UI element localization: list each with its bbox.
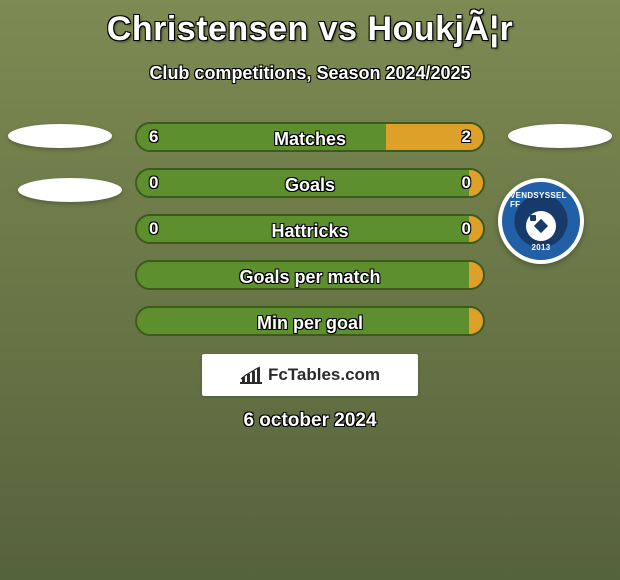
subtitle: Club competitions, Season 2024/2025: [0, 63, 620, 84]
date-label: 6 october 2024: [0, 410, 620, 432]
stat-bar: 62Matches: [135, 122, 485, 152]
club-logo-inner: VENDSYSSEL FF 2013: [510, 190, 572, 252]
bar-left: [137, 308, 469, 334]
club-logo-name: VENDSYSSEL FF: [510, 191, 572, 209]
page-title: Christensen vs HoukjÃ¦r: [0, 10, 620, 49]
stat-bar: Goals per match: [135, 260, 485, 290]
bar-left-value: 0: [137, 173, 170, 193]
bar-left-value: 6: [137, 127, 170, 147]
bar-left-value: 0: [137, 219, 170, 239]
bar-right-value: 0: [450, 219, 483, 239]
club-logo: VENDSYSSEL FF 2013: [498, 178, 584, 264]
image-placeholder: [18, 178, 122, 202]
image-placeholder: [8, 124, 112, 148]
bar-right-value: 2: [450, 127, 483, 147]
bar-right-value: 0: [450, 173, 483, 193]
stat-bar: 00Hattricks: [135, 214, 485, 244]
club-logo-year: 2013: [532, 243, 551, 252]
stat-row: Min per goal: [0, 306, 620, 336]
bar-right: 0: [469, 170, 483, 196]
bar-left: 6: [137, 124, 386, 150]
bar-left: [137, 262, 469, 288]
bar-left: 0: [137, 170, 469, 196]
stat-row: Goals per match: [0, 260, 620, 290]
bar-right: 2: [386, 124, 483, 150]
branding-text: FcTables.com: [268, 365, 380, 385]
chart-icon: [240, 366, 262, 384]
bar-right: [469, 308, 483, 334]
bar-right: 0: [469, 216, 483, 242]
stat-bar: 00Goals: [135, 168, 485, 198]
soccer-ball-icon: [526, 211, 556, 241]
stat-bar: Min per goal: [135, 306, 485, 336]
comparison-card: Christensen vs HoukjÃ¦r Club competition…: [0, 0, 620, 580]
bar-left: 0: [137, 216, 469, 242]
image-placeholder: [508, 124, 612, 148]
bar-right: [469, 262, 483, 288]
branding-badge: FcTables.com: [202, 354, 418, 396]
